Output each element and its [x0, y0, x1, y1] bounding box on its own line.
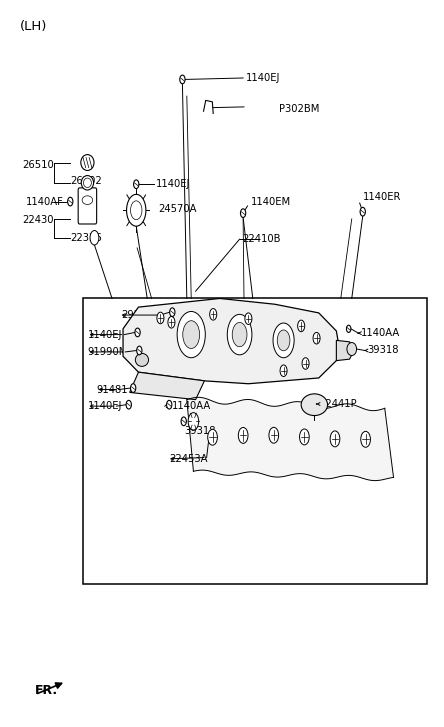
FancyBboxPatch shape — [78, 188, 97, 224]
Circle shape — [180, 75, 185, 84]
Circle shape — [227, 314, 252, 355]
Polygon shape — [123, 299, 341, 384]
Text: 1140EJ: 1140EJ — [156, 180, 190, 189]
Circle shape — [273, 323, 294, 358]
Text: 1140AA: 1140AA — [361, 328, 400, 338]
Text: 29246A: 29246A — [121, 310, 159, 320]
Polygon shape — [187, 398, 393, 481]
Circle shape — [280, 365, 287, 377]
Text: 1140ER: 1140ER — [363, 192, 401, 202]
Circle shape — [210, 308, 217, 320]
Bar — [83, 299, 427, 584]
Text: 91481: 91481 — [97, 385, 128, 395]
Text: FR.: FR. — [35, 684, 58, 697]
Text: 1140EJ: 1140EJ — [246, 73, 281, 83]
Circle shape — [67, 197, 73, 206]
Text: 22441P: 22441P — [319, 399, 357, 409]
Text: 22430: 22430 — [22, 214, 53, 225]
Circle shape — [90, 230, 99, 245]
Text: 22453A: 22453A — [169, 454, 208, 464]
Ellipse shape — [135, 353, 149, 366]
Text: (LH): (LH) — [20, 20, 47, 33]
Text: P302BM: P302BM — [279, 104, 320, 114]
Ellipse shape — [347, 342, 357, 356]
Circle shape — [360, 207, 365, 216]
Circle shape — [157, 312, 164, 324]
Circle shape — [131, 201, 142, 220]
Circle shape — [188, 413, 198, 430]
Ellipse shape — [82, 196, 93, 204]
Ellipse shape — [81, 175, 94, 190]
Circle shape — [177, 311, 205, 358]
Text: 91990M: 91990M — [88, 347, 128, 357]
Circle shape — [183, 321, 200, 348]
Text: 1140EJ: 1140EJ — [88, 401, 122, 411]
Text: 1140EM: 1140EM — [250, 196, 291, 206]
Text: 39318: 39318 — [367, 345, 399, 356]
Circle shape — [135, 328, 140, 337]
Circle shape — [297, 320, 305, 332]
Circle shape — [166, 401, 172, 409]
Circle shape — [127, 194, 146, 226]
Circle shape — [170, 308, 175, 316]
Circle shape — [277, 330, 290, 351]
Polygon shape — [130, 372, 204, 400]
Text: 22410B: 22410B — [242, 234, 280, 244]
Text: 1140EJ: 1140EJ — [88, 329, 122, 340]
Text: 1140AF: 1140AF — [26, 196, 64, 206]
Circle shape — [134, 180, 139, 188]
Circle shape — [137, 346, 142, 355]
Circle shape — [208, 429, 218, 445]
Circle shape — [181, 417, 186, 426]
Circle shape — [330, 431, 340, 447]
Circle shape — [361, 431, 370, 447]
Circle shape — [313, 332, 320, 344]
Ellipse shape — [301, 394, 328, 416]
Circle shape — [245, 313, 252, 324]
Circle shape — [131, 384, 136, 393]
Ellipse shape — [81, 155, 94, 171]
Circle shape — [232, 323, 247, 347]
Circle shape — [300, 429, 309, 445]
Polygon shape — [337, 340, 354, 361]
Text: 26510: 26510 — [22, 160, 54, 169]
Circle shape — [241, 209, 246, 217]
Circle shape — [238, 427, 248, 443]
Text: 39318: 39318 — [185, 427, 216, 436]
Circle shape — [346, 325, 351, 332]
Circle shape — [126, 401, 131, 409]
Circle shape — [168, 316, 175, 328]
Text: 22326: 22326 — [70, 233, 102, 243]
Text: 1140AA: 1140AA — [171, 401, 210, 411]
Circle shape — [269, 427, 278, 443]
Text: 24570A: 24570A — [158, 204, 197, 214]
Ellipse shape — [83, 178, 91, 188]
Text: 26502: 26502 — [70, 177, 102, 186]
Circle shape — [302, 358, 309, 369]
